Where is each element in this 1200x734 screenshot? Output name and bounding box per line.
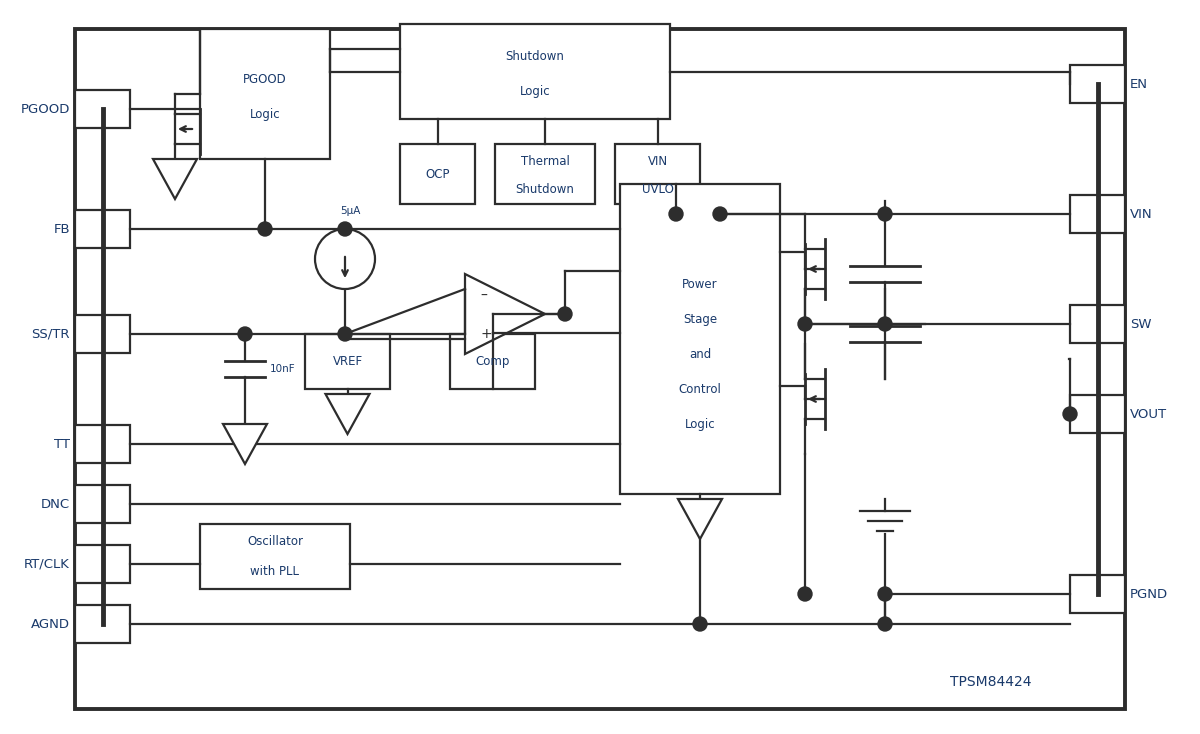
Text: Comp: Comp: [475, 355, 510, 368]
Bar: [1070, 575, 1126, 613]
Bar: [74, 545, 130, 583]
Text: Control: Control: [678, 382, 721, 396]
Bar: [400, 24, 670, 119]
Text: VREF: VREF: [332, 355, 362, 368]
Text: and: and: [689, 347, 712, 360]
Bar: [74, 425, 130, 463]
Polygon shape: [325, 394, 370, 434]
Bar: [305, 334, 390, 389]
Text: Logic: Logic: [250, 107, 281, 120]
Circle shape: [878, 317, 892, 331]
Circle shape: [878, 207, 892, 221]
Bar: [1070, 65, 1126, 103]
Text: 5μA: 5μA: [340, 206, 360, 216]
Text: SS/TR: SS/TR: [31, 327, 70, 341]
Text: TT: TT: [54, 437, 70, 451]
Text: Shutdown: Shutdown: [505, 50, 564, 63]
Circle shape: [238, 327, 252, 341]
Text: DNC: DNC: [41, 498, 70, 511]
Text: Stage: Stage: [683, 313, 718, 325]
Polygon shape: [154, 159, 197, 199]
Circle shape: [558, 307, 572, 321]
Polygon shape: [466, 274, 545, 354]
Text: –: –: [480, 289, 487, 303]
Text: +: +: [480, 327, 492, 341]
Bar: [74, 485, 130, 523]
Text: Oscillator: Oscillator: [247, 535, 302, 548]
Text: TPSM84424: TPSM84424: [950, 675, 1032, 689]
Text: with PLL: with PLL: [251, 565, 300, 578]
Text: SW: SW: [1130, 318, 1152, 330]
Circle shape: [798, 587, 812, 601]
Circle shape: [314, 229, 374, 289]
Circle shape: [713, 207, 727, 221]
Text: Power: Power: [682, 277, 718, 291]
Text: PGND: PGND: [1130, 587, 1168, 600]
Text: PGOOD: PGOOD: [244, 73, 287, 85]
Circle shape: [338, 327, 352, 341]
Bar: [1070, 195, 1126, 233]
Bar: [200, 29, 330, 159]
Text: OCP: OCP: [425, 167, 450, 181]
Text: Logic: Logic: [520, 85, 551, 98]
Circle shape: [878, 587, 892, 601]
Polygon shape: [678, 499, 722, 539]
Bar: [74, 210, 130, 248]
Bar: [74, 315, 130, 353]
Polygon shape: [223, 424, 266, 464]
Text: RT/CLK: RT/CLK: [24, 558, 70, 570]
Bar: [1070, 305, 1126, 343]
Circle shape: [1063, 407, 1078, 421]
Text: FB: FB: [53, 222, 70, 236]
Text: EN: EN: [1130, 78, 1148, 90]
Text: VOUT: VOUT: [1130, 407, 1168, 421]
Text: 10nF: 10nF: [270, 364, 295, 374]
Circle shape: [338, 222, 352, 236]
Circle shape: [694, 617, 707, 631]
Text: Thermal: Thermal: [521, 154, 570, 167]
Bar: [616, 144, 700, 204]
Circle shape: [670, 207, 683, 221]
Text: UVLO: UVLO: [642, 183, 673, 195]
Bar: [496, 144, 595, 204]
Bar: [450, 334, 535, 389]
Bar: [400, 144, 475, 204]
Text: Logic: Logic: [685, 418, 715, 431]
Bar: [620, 184, 780, 494]
Bar: [200, 524, 350, 589]
Text: Shutdown: Shutdown: [516, 183, 575, 195]
Bar: [74, 29, 1126, 709]
Bar: [1070, 395, 1126, 433]
Bar: [74, 605, 130, 643]
Circle shape: [258, 222, 272, 236]
Text: PGOOD: PGOOD: [20, 103, 70, 115]
Circle shape: [798, 317, 812, 331]
Text: AGND: AGND: [31, 617, 70, 631]
Text: VIN: VIN: [1130, 208, 1153, 220]
Bar: [74, 90, 130, 128]
Text: VIN: VIN: [648, 154, 667, 167]
Circle shape: [878, 617, 892, 631]
